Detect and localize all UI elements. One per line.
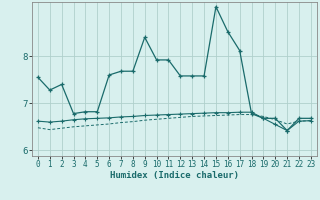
- X-axis label: Humidex (Indice chaleur): Humidex (Indice chaleur): [110, 171, 239, 180]
